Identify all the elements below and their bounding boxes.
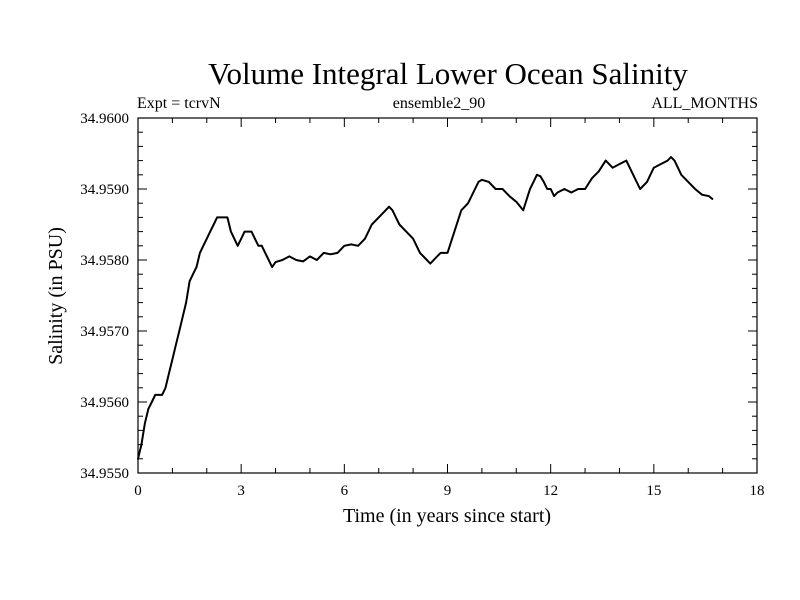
y-tick-label: 34.9570 bbox=[80, 324, 129, 340]
y-tick-label: 34.9600 bbox=[80, 111, 129, 127]
y-axis-ticks: 34.9550 34.9560 34.9570 34.9580 34.9590 34.96… bbox=[80, 111, 757, 482]
salinity-series-line bbox=[137, 156, 714, 460]
x-tick-label: 3 bbox=[237, 483, 245, 499]
x-axis-label: Time (in years since start) bbox=[343, 505, 551, 527]
y-tick-label: 34.9580 bbox=[80, 253, 129, 269]
x-tick-label: 12 bbox=[543, 483, 558, 499]
series-layer bbox=[137, 156, 714, 460]
y-axis-label: Salinity (in PSU) bbox=[45, 227, 67, 365]
x-tick-label: 0 bbox=[134, 483, 142, 499]
x-tick-label: 6 bbox=[341, 483, 349, 499]
plot-frame bbox=[137, 117, 758, 474]
x-tick-label: 9 bbox=[444, 483, 452, 499]
x-tick-label: 15 bbox=[646, 483, 661, 499]
chart-title: Volume Integral Lower Ocean Salinity bbox=[208, 56, 688, 91]
x-axis-ticks: 0 3 6 9 12 15 18 bbox=[134, 118, 765, 499]
y-tick-label: 34.9590 bbox=[80, 182, 129, 198]
y-tick-label: 34.9560 bbox=[80, 395, 129, 411]
subtitle-months: ALL_MONTHS bbox=[651, 95, 758, 112]
y-tick-label: 34.9550 bbox=[80, 466, 129, 482]
x-tick-label: 18 bbox=[750, 483, 765, 499]
subtitle-experiment: Expt = tcrvN bbox=[137, 95, 221, 112]
subtitle-ensemble: ensemble2_90 bbox=[393, 95, 485, 112]
